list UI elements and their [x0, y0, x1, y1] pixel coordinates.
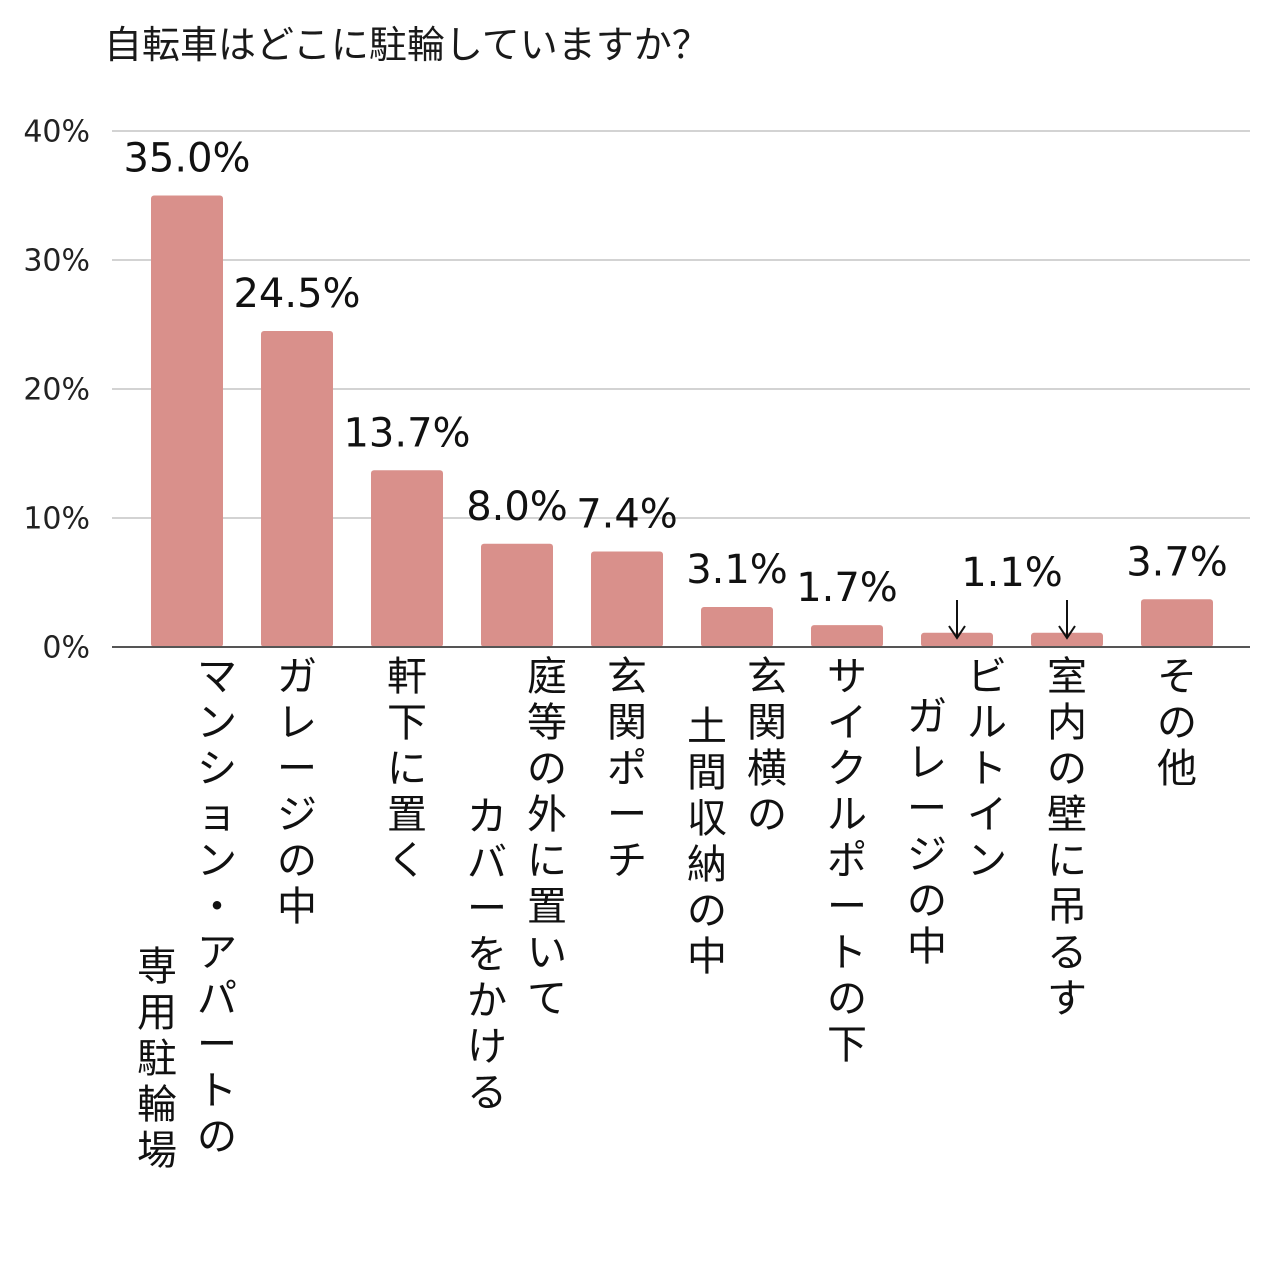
category-label: その他	[1157, 654, 1197, 792]
data-label: 3.7%	[1126, 539, 1228, 585]
category-label: マンション・アパートの	[197, 654, 237, 1160]
y-tick-label: 0%	[42, 631, 90, 666]
data-label: 13.7%	[343, 410, 470, 456]
y-tick-label: 10%	[23, 502, 90, 537]
bar	[1141, 599, 1213, 647]
y-tick-label: 30%	[23, 244, 90, 279]
bar	[921, 632, 993, 647]
data-label: 8.0%	[466, 484, 568, 530]
y-tick-label: 20%	[23, 373, 90, 408]
bar	[481, 543, 553, 647]
bar	[151, 195, 223, 647]
data-label: 3.1%	[686, 547, 788, 593]
arrow-head	[948, 625, 966, 640]
bars	[151, 195, 1213, 647]
data-labels: 35.0% 24.5% 13.7% 8.0% 7.4%3.1% 1.7% 1.1% 3.7%	[123, 136, 1227, 612]
data-label: 1.7%	[796, 565, 898, 611]
data-label: 7.4%	[576, 492, 678, 538]
data-label: 24.5%	[233, 271, 360, 317]
bar	[1031, 632, 1103, 647]
category-label: 軒下に置く	[387, 654, 427, 884]
category-label: 玄関ポーチ	[607, 654, 647, 884]
chart-title: 自転車はどこに駐輪していますか？	[104, 23, 710, 67]
data-label: 1.1%	[961, 550, 1063, 596]
category-label: 室内の壁に吊るす	[1047, 654, 1087, 1022]
category-label: カバーをかける	[467, 794, 507, 1116]
bar	[701, 607, 773, 647]
bar	[261, 330, 333, 647]
data-label: 35.0%	[123, 136, 250, 182]
category-label: 土間収納の中	[687, 704, 727, 980]
category-label: ガレージの中	[277, 654, 317, 930]
y-axis-ticks: 0% 10% 20% 30% 40%	[23, 115, 90, 666]
category-label: 専用駐輪場	[137, 944, 177, 1174]
bar	[591, 551, 663, 647]
category-label: ガレージの中	[907, 694, 947, 970]
y-tick-label: 40%	[23, 115, 90, 150]
category-label: サイクルポートの下	[827, 654, 867, 1068]
arrow-head	[1058, 625, 1076, 640]
label-arrows	[948, 600, 1076, 640]
category-label: 玄関横の	[747, 654, 787, 838]
category-label: ビルトイン	[967, 654, 1007, 884]
category-label: 庭等の外に置いて	[527, 654, 567, 1022]
bar	[811, 625, 883, 647]
bar	[371, 470, 443, 647]
